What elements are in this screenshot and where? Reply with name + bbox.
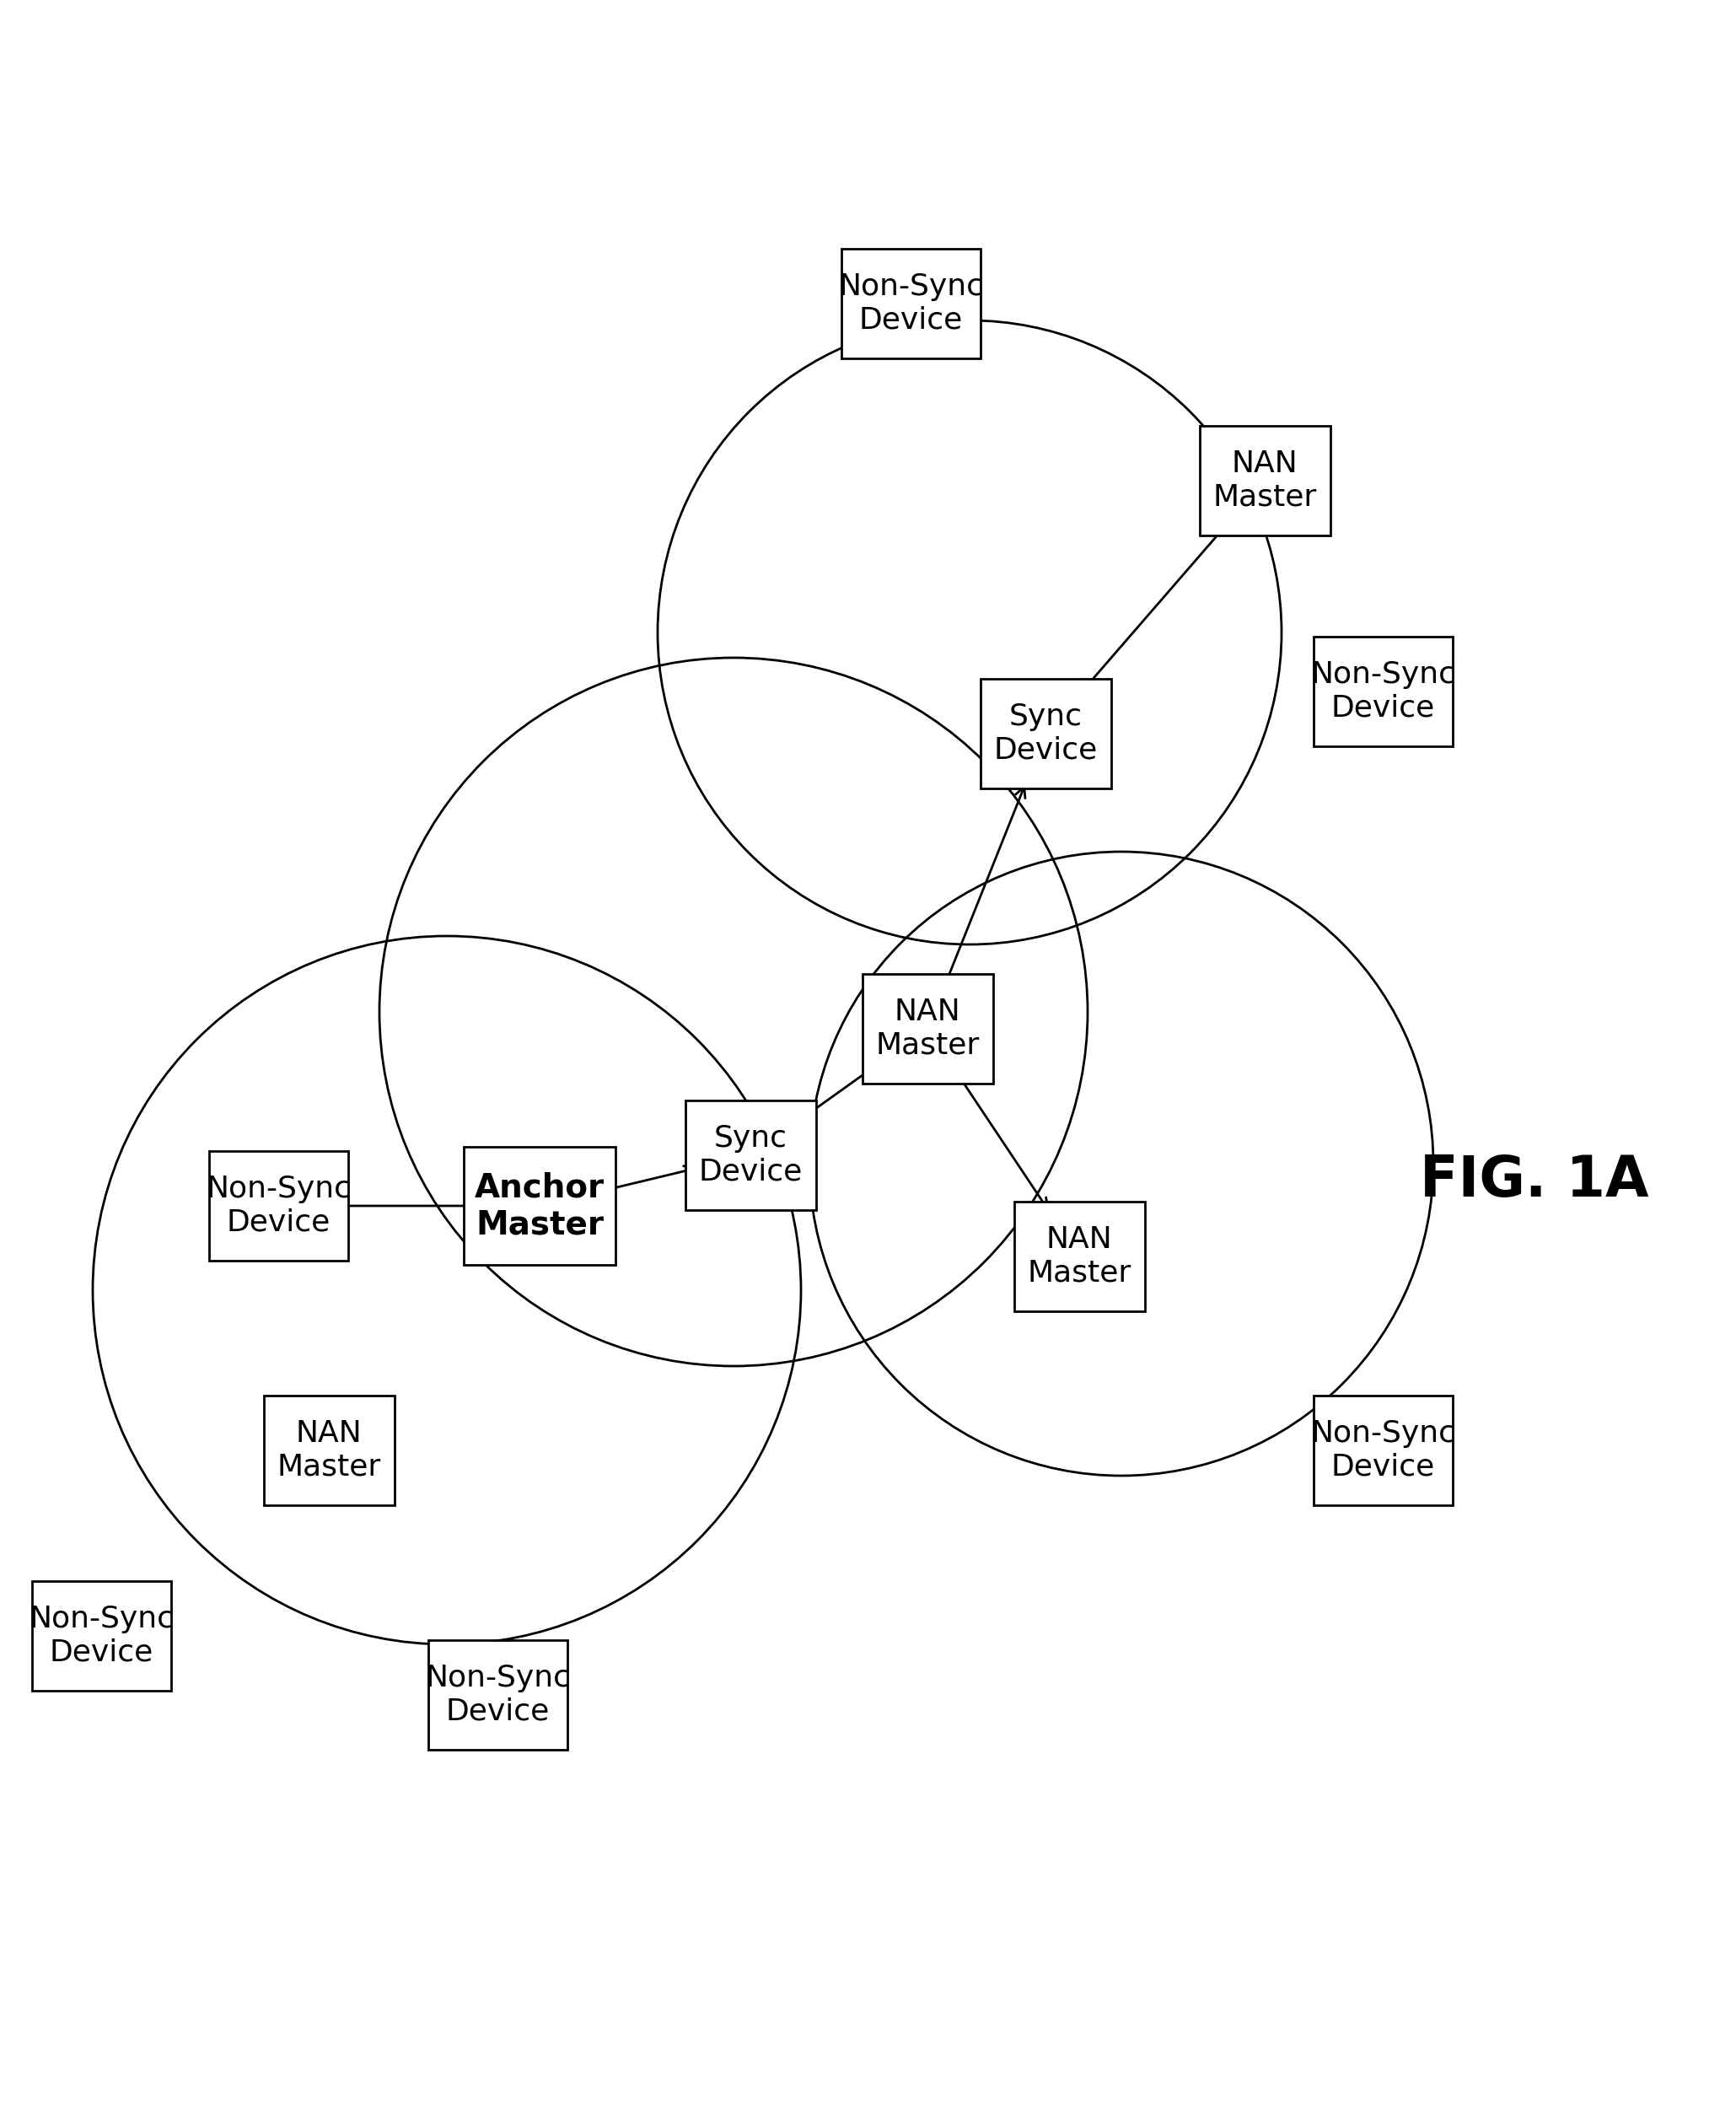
FancyBboxPatch shape bbox=[1312, 638, 1453, 746]
Text: Non-Sync
Device: Non-Sync Device bbox=[207, 1175, 351, 1237]
Text: NAN
Master: NAN Master bbox=[276, 1420, 380, 1481]
Text: Non-Sync
Device: Non-Sync Device bbox=[30, 1604, 174, 1666]
FancyBboxPatch shape bbox=[1312, 1396, 1453, 1504]
Text: NAN
Master: NAN Master bbox=[1213, 450, 1316, 512]
FancyBboxPatch shape bbox=[863, 973, 993, 1084]
FancyBboxPatch shape bbox=[427, 1640, 568, 1749]
Text: Anchor
Master: Anchor Master bbox=[474, 1171, 604, 1241]
Text: Non-Sync
Device: Non-Sync Device bbox=[838, 272, 983, 334]
FancyBboxPatch shape bbox=[1200, 425, 1330, 536]
Text: Non-Sync
Device: Non-Sync Device bbox=[425, 1664, 569, 1726]
Text: NAN
Master: NAN Master bbox=[875, 999, 979, 1060]
FancyBboxPatch shape bbox=[840, 249, 981, 359]
Text: Non-Sync
Device: Non-Sync Device bbox=[1311, 661, 1455, 723]
Text: FIG. 1A: FIG. 1A bbox=[1420, 1152, 1649, 1209]
FancyBboxPatch shape bbox=[981, 678, 1111, 788]
Text: Sync
Device: Sync Device bbox=[698, 1124, 802, 1186]
FancyBboxPatch shape bbox=[31, 1581, 170, 1692]
FancyBboxPatch shape bbox=[264, 1396, 394, 1504]
FancyBboxPatch shape bbox=[686, 1101, 816, 1209]
Text: Non-Sync
Device: Non-Sync Device bbox=[1311, 1420, 1455, 1481]
FancyBboxPatch shape bbox=[1014, 1201, 1144, 1311]
FancyBboxPatch shape bbox=[464, 1148, 616, 1264]
Text: NAN
Master: NAN Master bbox=[1028, 1226, 1132, 1288]
FancyBboxPatch shape bbox=[208, 1152, 347, 1260]
Text: Sync
Device: Sync Device bbox=[993, 703, 1097, 765]
